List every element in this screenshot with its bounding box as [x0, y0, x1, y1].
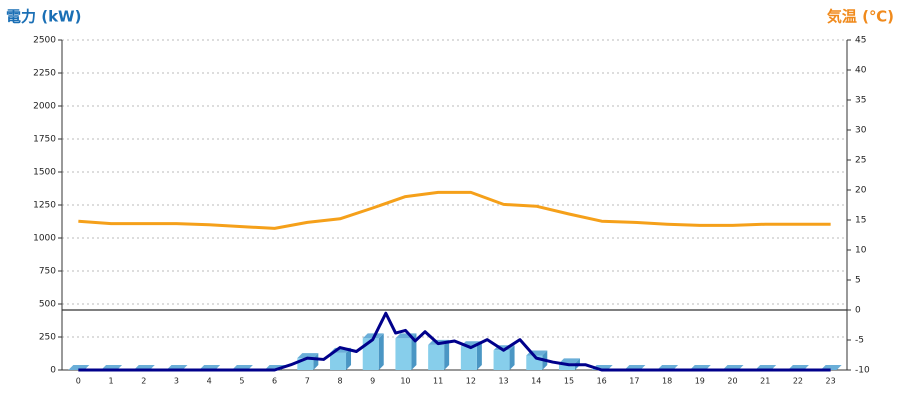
x-tick-label: 22 [793, 377, 803, 386]
bar-front [362, 338, 379, 370]
bar-front [493, 350, 510, 370]
bar-side [411, 333, 417, 370]
y2-tick-label: 15 [855, 216, 866, 226]
bar-side [476, 341, 482, 370]
bar-front [330, 352, 347, 370]
y2-tick-label: 30 [855, 126, 867, 136]
y2-tick-label: 25 [855, 156, 866, 166]
y-tick-label: 2500 [33, 36, 56, 46]
y-tick-label: 2250 [33, 69, 56, 79]
y2-tick-label: 0 [855, 306, 861, 316]
x-tick-label: 6 [272, 377, 277, 386]
bar-front [428, 344, 445, 370]
x-tick-label: 0 [76, 377, 81, 386]
line [78, 190, 831, 230]
x-tick-label: 15 [564, 377, 574, 386]
x-tick-label: 23 [826, 377, 836, 386]
y-tick-label: 1000 [33, 234, 56, 244]
bar-side [444, 339, 450, 370]
y2-tick-label: -10 [855, 366, 870, 376]
y-tick-label: 0 [50, 366, 56, 376]
bar-front [558, 363, 575, 370]
x-tick-label: 1 [109, 377, 114, 386]
x-tick-label: 3 [174, 377, 179, 386]
bar-side [346, 347, 352, 370]
y2-tick-label: 40 [855, 66, 867, 76]
y-tick-label: 750 [39, 267, 56, 277]
x-tick-label: 4 [207, 377, 212, 386]
y-tick-label: 1250 [33, 201, 56, 211]
x-tick-label: 20 [727, 377, 737, 386]
x-tick-label: 13 [498, 377, 508, 386]
y-tick-label: 500 [39, 300, 56, 310]
bar-top [558, 358, 580, 364]
y-axis-title: 電力 (kW) [6, 8, 81, 26]
y2-tick-label: 10 [855, 246, 867, 256]
line [78, 311, 831, 372]
bar-front [460, 346, 477, 370]
x-tick-label: 21 [760, 377, 770, 386]
bar [395, 333, 417, 370]
bar-side [378, 333, 384, 370]
y2-tick-label: 5 [855, 276, 861, 286]
x-tick-label: 10 [400, 377, 410, 386]
y2-tick-label: -5 [855, 336, 864, 346]
y2-tick-label: 45 [855, 36, 866, 46]
bar-front [395, 338, 412, 370]
bar [362, 333, 384, 370]
y2-tick-label: 20 [855, 186, 867, 196]
y2-tick-label: 35 [855, 96, 866, 106]
y-tick-label: 250 [39, 333, 56, 343]
x-tick-label: 11 [433, 377, 443, 386]
x-tick-label: 17 [629, 377, 639, 386]
x-tick-label: 5 [239, 377, 244, 386]
x-tick-label: 7 [305, 377, 310, 386]
bar-front [297, 358, 314, 370]
x-tick-label: 18 [662, 377, 672, 386]
x-tick-label: 14 [531, 377, 541, 386]
bar-top [297, 353, 319, 359]
x-tick-label: 2 [141, 377, 146, 386]
bar-side [509, 345, 515, 370]
y-tick-label: 1750 [33, 135, 56, 145]
x-tick-label: 19 [695, 377, 705, 386]
x-tick-label: 12 [466, 377, 476, 386]
y-tick-label: 2000 [33, 102, 56, 112]
x-tick-label: 8 [337, 377, 342, 386]
y-tick-label: 1500 [33, 168, 56, 178]
y2-axis-title: 気温 (℃) [827, 8, 894, 26]
x-tick-label: 9 [370, 377, 375, 386]
bar [330, 347, 352, 370]
x-tick-label: 16 [597, 377, 607, 386]
